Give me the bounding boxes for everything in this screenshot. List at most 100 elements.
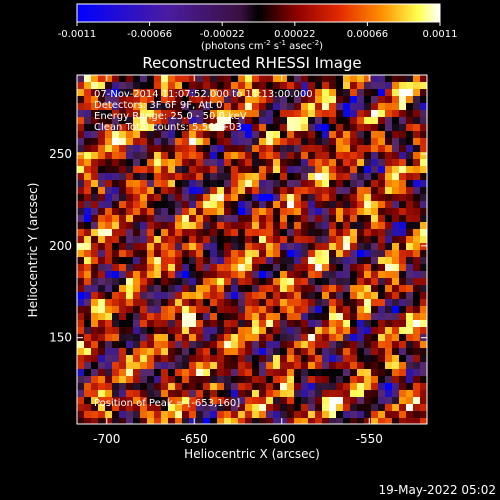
heatmap-cell bbox=[329, 264, 337, 272]
heatmap-cell bbox=[371, 194, 379, 202]
heatmap-cell bbox=[336, 145, 344, 153]
heatmap-cell bbox=[133, 334, 141, 342]
heatmap-cell bbox=[329, 327, 337, 335]
heatmap-cell bbox=[196, 180, 204, 188]
heatmap-cell bbox=[322, 103, 330, 111]
heatmap-cell bbox=[364, 138, 372, 146]
heatmap-cell bbox=[343, 285, 351, 293]
heatmap-cell bbox=[98, 96, 106, 104]
heatmap-cell bbox=[84, 250, 92, 258]
heatmap-cell bbox=[238, 75, 246, 83]
heatmap-cell bbox=[84, 236, 92, 244]
heatmap-cell bbox=[217, 348, 225, 356]
heatmap-cell bbox=[245, 334, 253, 342]
heatmap-cell bbox=[196, 320, 204, 328]
heatmap-cell bbox=[238, 215, 246, 223]
heatmap-cell bbox=[210, 292, 218, 300]
heatmap-cell bbox=[217, 124, 225, 132]
heatmap-cell bbox=[112, 194, 120, 202]
heatmap-cell bbox=[266, 222, 274, 230]
heatmap-cell bbox=[287, 173, 295, 181]
heatmap-cell bbox=[259, 173, 267, 181]
heatmap-cell bbox=[119, 159, 127, 167]
heatmap-cell bbox=[413, 362, 421, 370]
heatmap-cell bbox=[406, 362, 414, 370]
heatmap-cell bbox=[126, 299, 134, 307]
heatmap-cell bbox=[343, 124, 351, 132]
heatmap-cell bbox=[308, 124, 316, 132]
heatmap-cell bbox=[385, 138, 393, 146]
heatmap-cell bbox=[301, 75, 309, 83]
heatmap-cell bbox=[371, 313, 379, 321]
heatmap-cell bbox=[224, 257, 232, 265]
heatmap-cell bbox=[280, 418, 288, 424]
heatmap-cell bbox=[308, 236, 316, 244]
heatmap-cell bbox=[245, 82, 253, 90]
heatmap-cell bbox=[273, 285, 281, 293]
heatmap-cell bbox=[154, 215, 162, 223]
heatmap-cell bbox=[252, 89, 260, 97]
heatmap-cell bbox=[357, 320, 365, 328]
heatmap-cell bbox=[378, 313, 386, 321]
heatmap-cell bbox=[273, 397, 281, 405]
heatmap-cell bbox=[336, 89, 344, 97]
heatmap-cell bbox=[406, 75, 414, 83]
heatmap-cell bbox=[329, 418, 337, 424]
heatmap-cell bbox=[210, 299, 218, 307]
heatmap-cell bbox=[350, 341, 358, 349]
heatmap-cell bbox=[154, 306, 162, 314]
heatmap-cell bbox=[168, 264, 176, 272]
heatmap-cell bbox=[294, 103, 302, 111]
heatmap-cell bbox=[77, 215, 85, 223]
heatmap-cell bbox=[420, 341, 427, 349]
heatmap-cell bbox=[238, 355, 246, 363]
heatmap-cell bbox=[147, 250, 155, 258]
heatmap-cell bbox=[238, 138, 246, 146]
heatmap-cell bbox=[119, 180, 127, 188]
heatmap-cell bbox=[112, 222, 120, 230]
heatmap-cell bbox=[336, 131, 344, 139]
heatmap-cell bbox=[140, 348, 148, 356]
heatmap-cell bbox=[84, 82, 92, 90]
heatmap-cell bbox=[322, 117, 330, 125]
heatmap-cell bbox=[189, 117, 197, 125]
heatmap-cell bbox=[224, 418, 232, 424]
heatmap-cell bbox=[294, 215, 302, 223]
heatmap-cell bbox=[315, 355, 323, 363]
heatmap-cell bbox=[224, 383, 232, 391]
heatmap-cell bbox=[105, 103, 113, 111]
heatmap-cell bbox=[343, 159, 351, 167]
heatmap-cell bbox=[140, 152, 148, 160]
heatmap-cell bbox=[392, 166, 400, 174]
heatmap-cell bbox=[210, 334, 218, 342]
heatmap-cell bbox=[385, 96, 393, 104]
heatmap-cell bbox=[322, 222, 330, 230]
heatmap-cell bbox=[364, 355, 372, 363]
heatmap-cell bbox=[406, 215, 414, 223]
heatmap-cell bbox=[301, 82, 309, 90]
heatmap-cell bbox=[350, 306, 358, 314]
heatmap-cell bbox=[329, 82, 337, 90]
heatmap-cell bbox=[203, 404, 211, 412]
heatmap-cell bbox=[322, 201, 330, 209]
heatmap-cell bbox=[350, 194, 358, 202]
heatmap-cell bbox=[413, 264, 421, 272]
heatmap-cell bbox=[231, 369, 239, 377]
heatmap-cell bbox=[413, 124, 421, 132]
heatmap-cell bbox=[378, 418, 386, 424]
heatmap-cell bbox=[315, 369, 323, 377]
heatmap-cell bbox=[294, 264, 302, 272]
heatmap-cell bbox=[189, 278, 197, 286]
heatmap-cell bbox=[161, 215, 169, 223]
heatmap-cell bbox=[126, 390, 134, 398]
heatmap-cell bbox=[308, 243, 316, 251]
heatmap-cell bbox=[413, 257, 421, 265]
heatmap-cell bbox=[238, 292, 246, 300]
heatmap-cell bbox=[266, 131, 274, 139]
heatmap-cell bbox=[154, 131, 162, 139]
heatmap-cell bbox=[119, 250, 127, 258]
heatmap-cell bbox=[406, 145, 414, 153]
heatmap-cell bbox=[336, 215, 344, 223]
heatmap-cell bbox=[322, 292, 330, 300]
heatmap-cell bbox=[399, 145, 407, 153]
